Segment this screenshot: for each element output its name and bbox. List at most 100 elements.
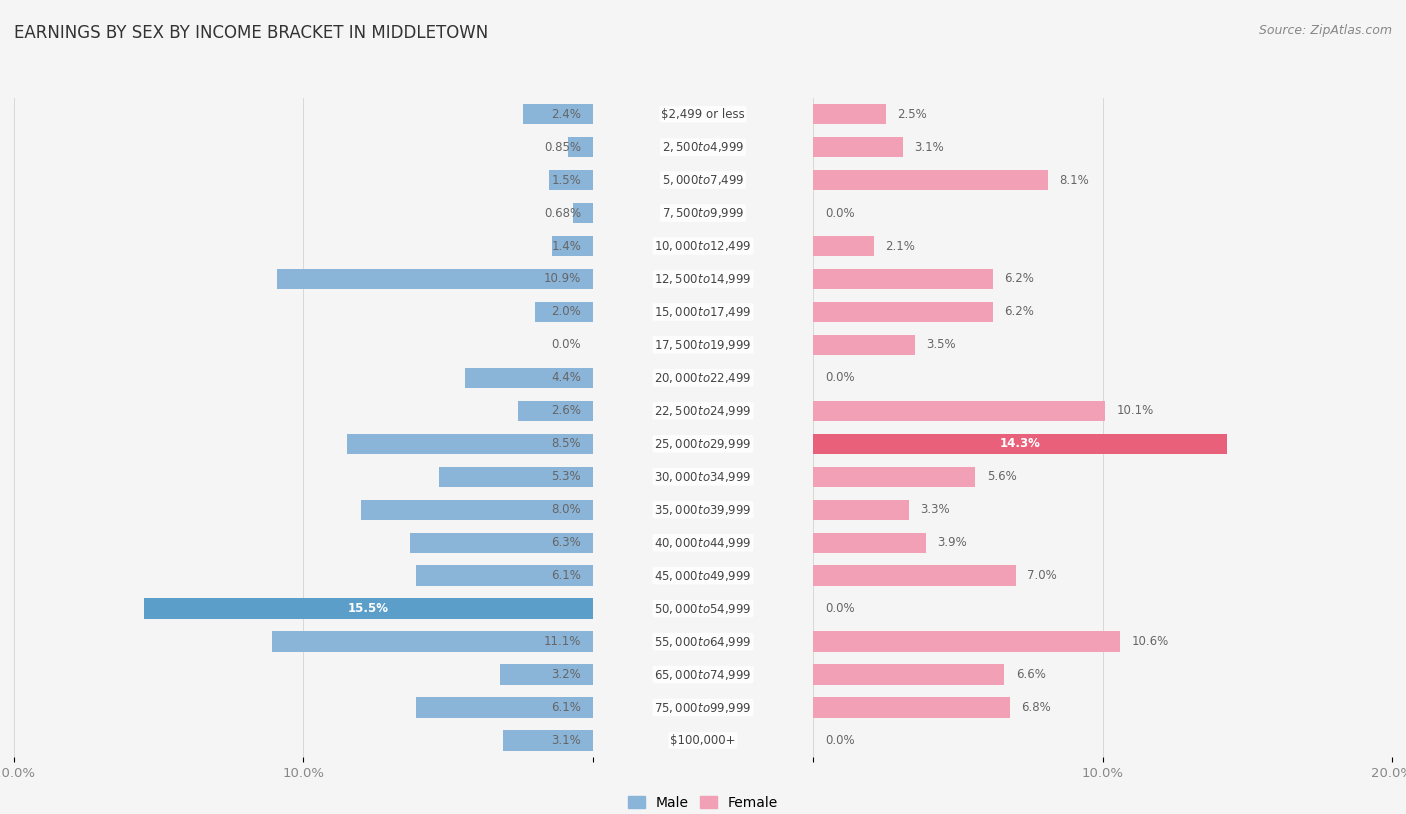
Text: $10,000 to $12,499: $10,000 to $12,499 — [654, 239, 752, 253]
Bar — [0, 625, 593, 658]
Bar — [0, 164, 813, 196]
Bar — [813, 302, 993, 322]
Bar — [593, 724, 1406, 757]
Text: $20,000 to $22,499: $20,000 to $22,499 — [654, 371, 752, 385]
Text: 3.5%: 3.5% — [927, 339, 956, 352]
Bar — [0, 493, 813, 526]
Bar — [416, 698, 593, 718]
Text: $7,500 to $9,999: $7,500 to $9,999 — [662, 206, 744, 220]
Bar — [411, 532, 593, 553]
Bar — [0, 527, 813, 559]
Bar — [593, 395, 1406, 427]
Text: 7.0%: 7.0% — [1028, 569, 1057, 582]
Bar — [593, 130, 1406, 164]
Text: 0.0%: 0.0% — [825, 734, 855, 747]
Bar — [574, 203, 593, 223]
Text: $35,000 to $39,999: $35,000 to $39,999 — [654, 503, 752, 517]
Bar — [593, 361, 1406, 395]
Text: Source: ZipAtlas.com: Source: ZipAtlas.com — [1258, 24, 1392, 37]
Bar — [553, 236, 593, 256]
Bar — [0, 625, 813, 658]
Bar — [440, 466, 593, 487]
Text: 0.0%: 0.0% — [825, 602, 855, 615]
Text: $25,000 to $29,999: $25,000 to $29,999 — [654, 437, 752, 451]
Bar — [534, 302, 593, 322]
Bar — [0, 295, 593, 328]
Bar — [145, 598, 593, 619]
Text: 6.1%: 6.1% — [551, 569, 581, 582]
Text: 8.0%: 8.0% — [551, 503, 581, 516]
Text: 10.6%: 10.6% — [1132, 635, 1168, 648]
Text: 1.5%: 1.5% — [551, 173, 581, 186]
Bar — [813, 104, 886, 125]
Bar — [593, 593, 1406, 625]
Text: $45,000 to $49,999: $45,000 to $49,999 — [654, 569, 752, 583]
Text: $17,500 to $19,999: $17,500 to $19,999 — [654, 338, 752, 352]
Text: 3.9%: 3.9% — [938, 536, 967, 549]
Text: 6.8%: 6.8% — [1022, 701, 1052, 714]
Bar — [0, 230, 593, 262]
Text: 6.2%: 6.2% — [1004, 273, 1033, 286]
Bar — [593, 196, 1406, 230]
Bar — [568, 137, 593, 157]
Text: $12,500 to $14,999: $12,500 to $14,999 — [654, 272, 752, 286]
Text: 8.1%: 8.1% — [1059, 173, 1088, 186]
Bar — [0, 691, 593, 724]
Text: 5.3%: 5.3% — [551, 470, 581, 484]
Bar — [0, 559, 593, 593]
Text: 2.1%: 2.1% — [886, 239, 915, 252]
Bar — [503, 730, 593, 751]
Bar — [813, 566, 1015, 586]
Bar — [347, 434, 593, 454]
Bar — [0, 329, 593, 361]
Bar — [0, 493, 593, 526]
Text: 3.2%: 3.2% — [551, 668, 581, 681]
Text: 5.6%: 5.6% — [987, 470, 1017, 484]
Bar — [0, 164, 593, 196]
Bar — [593, 625, 1406, 658]
Text: 3.1%: 3.1% — [914, 141, 945, 154]
Bar — [0, 98, 813, 130]
Bar — [593, 493, 1406, 526]
Bar — [813, 434, 1227, 454]
Text: 3.1%: 3.1% — [551, 734, 581, 747]
Bar — [593, 691, 1406, 724]
Text: $75,000 to $99,999: $75,000 to $99,999 — [654, 701, 752, 715]
Text: 0.0%: 0.0% — [551, 339, 581, 352]
Bar — [593, 230, 1406, 262]
Text: 2.6%: 2.6% — [551, 405, 581, 418]
Bar — [813, 532, 927, 553]
Text: 6.2%: 6.2% — [1004, 305, 1033, 318]
Text: $30,000 to $34,999: $30,000 to $34,999 — [654, 470, 752, 484]
Bar — [0, 130, 813, 164]
Text: 3.3%: 3.3% — [921, 503, 950, 516]
Bar — [813, 698, 1010, 718]
Bar — [593, 427, 1406, 461]
Text: 2.0%: 2.0% — [551, 305, 581, 318]
Text: EARNINGS BY SEX BY INCOME BRACKET IN MIDDLETOWN: EARNINGS BY SEX BY INCOME BRACKET IN MID… — [14, 24, 488, 42]
Bar — [0, 527, 593, 559]
Bar — [0, 196, 593, 230]
Bar — [416, 566, 593, 586]
Bar — [0, 395, 813, 427]
Bar — [0, 427, 593, 461]
Bar — [0, 559, 813, 593]
Bar — [0, 461, 813, 493]
Bar — [813, 137, 903, 157]
Text: 10.1%: 10.1% — [1116, 405, 1154, 418]
Text: 0.0%: 0.0% — [825, 371, 855, 384]
Bar — [593, 329, 1406, 361]
Text: $22,500 to $24,999: $22,500 to $24,999 — [654, 404, 752, 418]
Text: $15,000 to $17,499: $15,000 to $17,499 — [654, 305, 752, 319]
Bar — [813, 632, 1121, 652]
Text: 6.3%: 6.3% — [551, 536, 581, 549]
Bar — [813, 236, 875, 256]
Bar — [277, 269, 593, 289]
Text: $40,000 to $44,999: $40,000 to $44,999 — [654, 536, 752, 549]
Text: $2,499 or less: $2,499 or less — [661, 107, 745, 120]
Bar — [523, 104, 593, 125]
Bar — [0, 724, 813, 757]
Text: 0.68%: 0.68% — [544, 207, 581, 220]
Bar — [0, 724, 593, 757]
Bar — [813, 500, 908, 520]
